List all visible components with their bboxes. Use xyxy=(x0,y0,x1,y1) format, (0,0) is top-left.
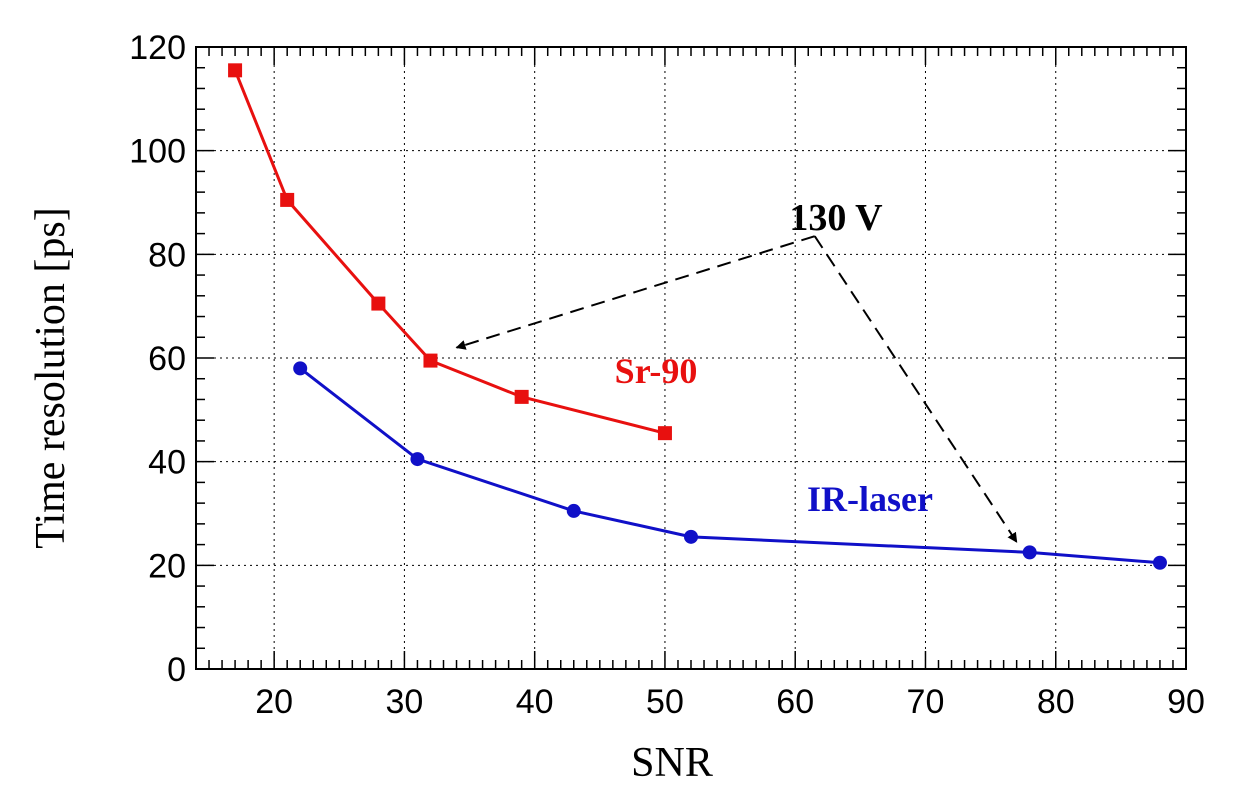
x-tick-label: 20 xyxy=(255,683,293,721)
y-axis-title: Time resolution [ps] xyxy=(28,207,74,548)
x-tick-label: 30 xyxy=(386,683,424,721)
data-point xyxy=(657,426,672,441)
x-tick-label: 70 xyxy=(907,683,945,721)
y-tick-label: 80 xyxy=(148,236,186,274)
series-label: IR-laser xyxy=(807,479,933,519)
x-tick-label: 50 xyxy=(646,683,684,721)
data-point xyxy=(228,63,243,78)
x-tick-label: 40 xyxy=(516,683,554,721)
data-point xyxy=(423,353,438,368)
axis-ticks: 20 30 40 50 60 70 80 90 0 20 40 60 80 100 120 xyxy=(129,29,1205,721)
x-tick-label: 60 xyxy=(776,683,814,721)
data-point xyxy=(1022,545,1037,560)
annotation-arrow xyxy=(813,235,1018,543)
series-line xyxy=(233,69,666,435)
data-point xyxy=(514,389,529,404)
annotations: 130 V xyxy=(455,197,1018,543)
x-axis-title: SNR xyxy=(631,740,713,786)
data-point xyxy=(566,503,581,518)
x-tick-label: 90 xyxy=(1167,683,1205,721)
y-tick-label: 20 xyxy=(148,547,186,585)
grid xyxy=(196,47,1186,669)
data-point xyxy=(280,192,295,207)
data-point xyxy=(684,529,698,544)
data-point xyxy=(371,296,386,311)
series-ir-laser: IR-laser xyxy=(293,361,1167,570)
x-tick-label: 80 xyxy=(1037,683,1075,721)
series-label: Sr-90 xyxy=(615,351,698,391)
annotation-arrow xyxy=(455,235,816,350)
annotation-label: 130 V xyxy=(789,197,883,239)
series-sr-90: Sr-90 xyxy=(228,63,698,441)
y-tick-label: 100 xyxy=(129,133,186,171)
y-tick-label: 60 xyxy=(148,340,186,378)
y-tick-label: 120 xyxy=(129,29,186,67)
y-tick-label: 0 xyxy=(167,651,186,689)
series-layer: Sr-90 IR-laser xyxy=(228,63,1167,570)
series-line xyxy=(299,367,1161,565)
data-point xyxy=(410,452,425,467)
data-point xyxy=(1152,555,1167,570)
data-point xyxy=(293,361,308,376)
y-tick-label: 40 xyxy=(148,444,186,482)
